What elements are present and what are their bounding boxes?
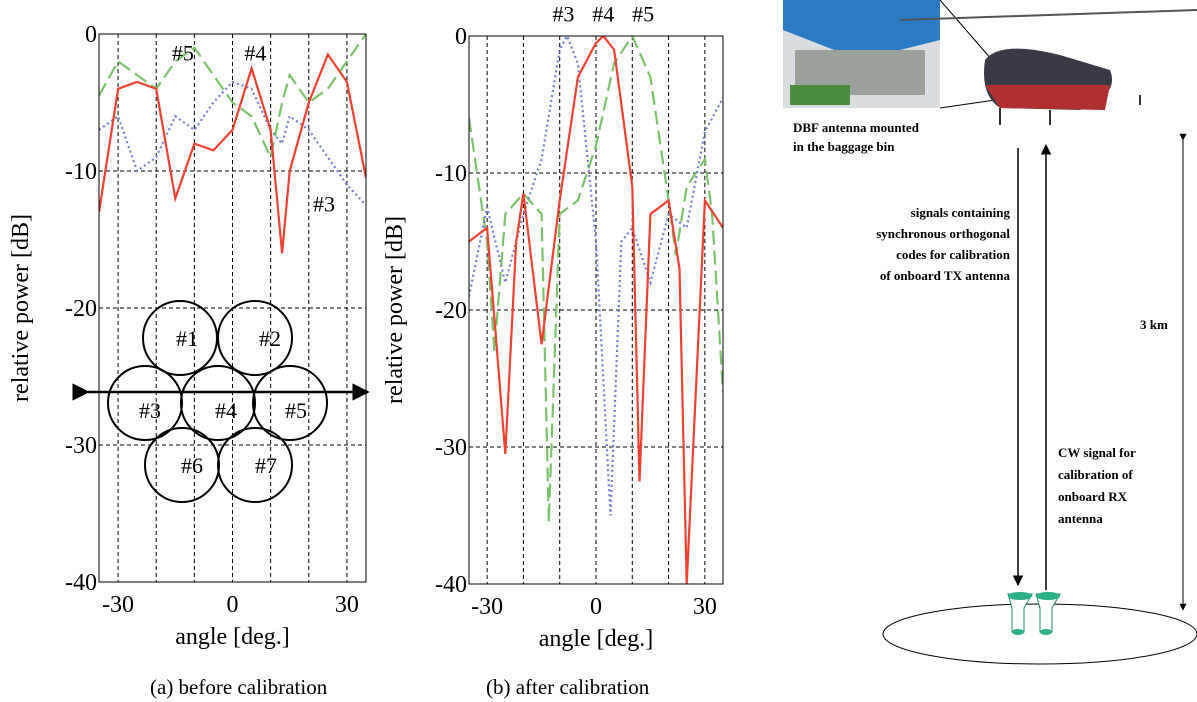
beam-label: #4 (215, 398, 237, 423)
plot-frame (468, 35, 724, 585)
beam-label: #2 (259, 326, 281, 351)
beam-label: #7 (255, 453, 277, 478)
annotation: #3 (552, 1, 574, 26)
y-axis-label: relative power [dB] (8, 214, 34, 402)
y-tick-label: -30 (435, 435, 467, 461)
diagram-label: of onboard TX antenna (880, 268, 1011, 283)
diagram-label: antenna (1058, 511, 1103, 526)
x-tick-label: 30 (335, 592, 359, 618)
x-tick-label: -30 (102, 592, 134, 618)
beam-label: #5 (285, 398, 307, 423)
beam-circle (217, 300, 293, 376)
annotation: #5 (632, 1, 654, 26)
photo (783, 0, 1197, 125)
x-tick-label: -30 (471, 594, 503, 620)
caption: (a) before calibration (150, 675, 328, 699)
diagram-label: codes for calibration (896, 247, 1011, 262)
x-tick-label: 30 (693, 594, 717, 620)
annotation: #4 (592, 1, 614, 26)
series-line (99, 52, 366, 254)
annotation: #5 (172, 41, 194, 66)
y-tick-label: -40 (435, 572, 467, 598)
x-axis-label: angle [deg.] (175, 624, 290, 650)
beam-circle (252, 365, 328, 441)
y-tick-label: 0 (455, 24, 467, 50)
series-line (99, 34, 366, 161)
plot-frame (98, 33, 367, 583)
distance-label: 3 km (1140, 317, 1168, 332)
beam-label: #3 (139, 398, 161, 423)
y-tick-label: -10 (65, 159, 97, 185)
x-tick-label: 0 (227, 592, 239, 618)
caption: (b) after calibration (486, 675, 650, 699)
beam-circle (217, 427, 293, 503)
beam-circle (180, 365, 256, 441)
beam-label: #1 (176, 326, 198, 351)
diagram-label: synchronous orthogonal (876, 226, 1010, 241)
y-tick-label: -10 (435, 161, 467, 187)
y-tick-label: -30 (65, 433, 97, 459)
diagram-label: calibration of (1058, 467, 1133, 482)
y-tick-label: -40 (65, 570, 97, 596)
diagram-label: DBF antenna mounted (793, 120, 920, 135)
diagram-label: CW signal for (1058, 445, 1136, 460)
annotation: #3 (313, 191, 335, 216)
diagram-label: signals containing (911, 205, 1011, 220)
series-line (469, 36, 723, 584)
beam-label: #6 (181, 453, 203, 478)
x-axis-label: angle [deg.] (539, 626, 654, 652)
y-axis-label: relative power [dB] (382, 216, 408, 404)
diagram-label: in the baggage bin (793, 139, 895, 154)
y-tick-label: 0 (85, 22, 97, 48)
horns (1007, 592, 1061, 635)
y-tick-label: -20 (65, 296, 97, 322)
y-tick-label: -20 (435, 298, 467, 324)
annotation: #4 (244, 41, 266, 66)
beam-circles (107, 300, 328, 503)
diagram-label: onboard RX (1058, 489, 1128, 504)
series-line (99, 80, 366, 207)
x-tick-label: 0 (590, 594, 602, 620)
series-line (469, 36, 723, 523)
